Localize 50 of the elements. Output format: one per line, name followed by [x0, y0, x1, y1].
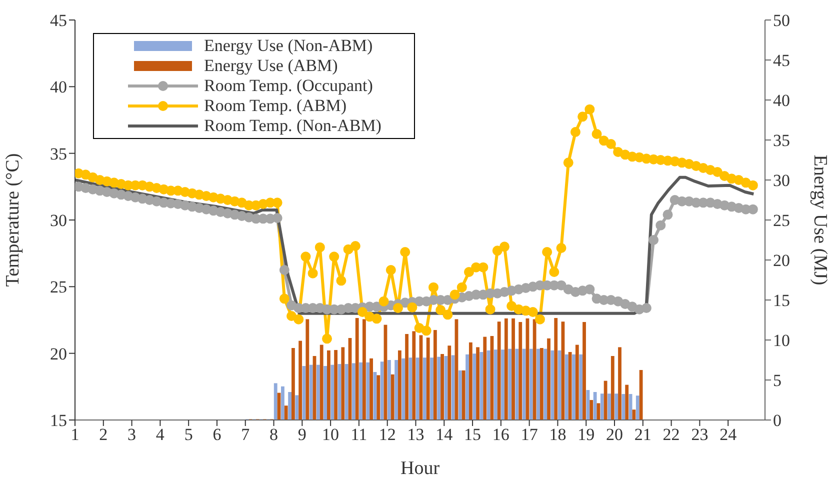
x-tick-label: 23	[691, 425, 708, 444]
y-tick-label: 20	[50, 344, 67, 364]
y-tick-label: 45	[50, 11, 67, 30]
x-tick-label: 22	[662, 425, 680, 444]
x-tick-label: 12	[378, 425, 396, 444]
y2-tick-label: 20	[773, 251, 790, 270]
x-tick-label: 3	[128, 425, 136, 444]
legend-label: Room Temp. (Non-ABM)	[204, 116, 382, 136]
legend-label: Energy Use (ABM)	[204, 56, 338, 76]
y-axis-title: Temperature (°C)	[2, 153, 24, 287]
x-tick-label: 4	[156, 425, 165, 444]
x-tick-label: 5	[184, 425, 193, 444]
y2-tick-label: 5	[773, 371, 782, 390]
x-tick-label: 24	[720, 425, 738, 444]
x-tick-label: 17	[520, 425, 538, 444]
legend-label: Energy Use (Non-ABM)	[204, 36, 373, 56]
x-tick-label: 13	[407, 425, 424, 444]
y-tick-label: 30	[50, 211, 67, 230]
x-tick-label: 7	[241, 425, 250, 444]
x-tick-label: 15	[464, 425, 482, 444]
y-tick-label: 40	[50, 78, 67, 97]
y-tick-label: 35	[50, 144, 67, 164]
legend-label: Room Temp. (ABM)	[204, 96, 347, 116]
y2-tick-label: 0	[773, 411, 782, 430]
x-axis-title: Hour	[400, 458, 440, 479]
y2-tick-label: 40	[773, 91, 790, 110]
x-tick-label: 16	[492, 425, 510, 444]
x-tick-label: 2	[99, 425, 108, 444]
y2-tick-label: 30	[773, 171, 790, 190]
x-tick-label: 18	[549, 425, 566, 444]
x-tick-label: 10	[322, 425, 340, 444]
legend-label: Room Temp. (Occupant)	[204, 76, 373, 96]
y2-tick-label: 50	[773, 11, 790, 30]
x-tick-label: 9	[298, 425, 306, 444]
y2-tick-label: 15	[773, 291, 790, 310]
y-tick-label: 15	[50, 411, 67, 430]
x-tick-label: 14	[436, 425, 454, 444]
y2-axis-title: Energy Use (MJ)	[809, 154, 829, 286]
x-tick-label: 21	[634, 425, 652, 444]
x-tick-label: 19	[578, 425, 595, 444]
x-tick-label: 8	[270, 425, 278, 444]
y-tick-label: 25	[50, 278, 67, 297]
y2-tick-label: 10	[773, 331, 790, 350]
x-tick-label: 1	[70, 425, 80, 444]
x-tick-label: 11	[350, 425, 368, 444]
x-tick-label: 20	[606, 425, 624, 444]
y2-tick-label: 35	[773, 131, 790, 150]
y2-tick-label: 45	[773, 51, 790, 70]
x-tick-label: 6	[212, 425, 222, 444]
y2-tick-label: 25	[773, 211, 790, 230]
